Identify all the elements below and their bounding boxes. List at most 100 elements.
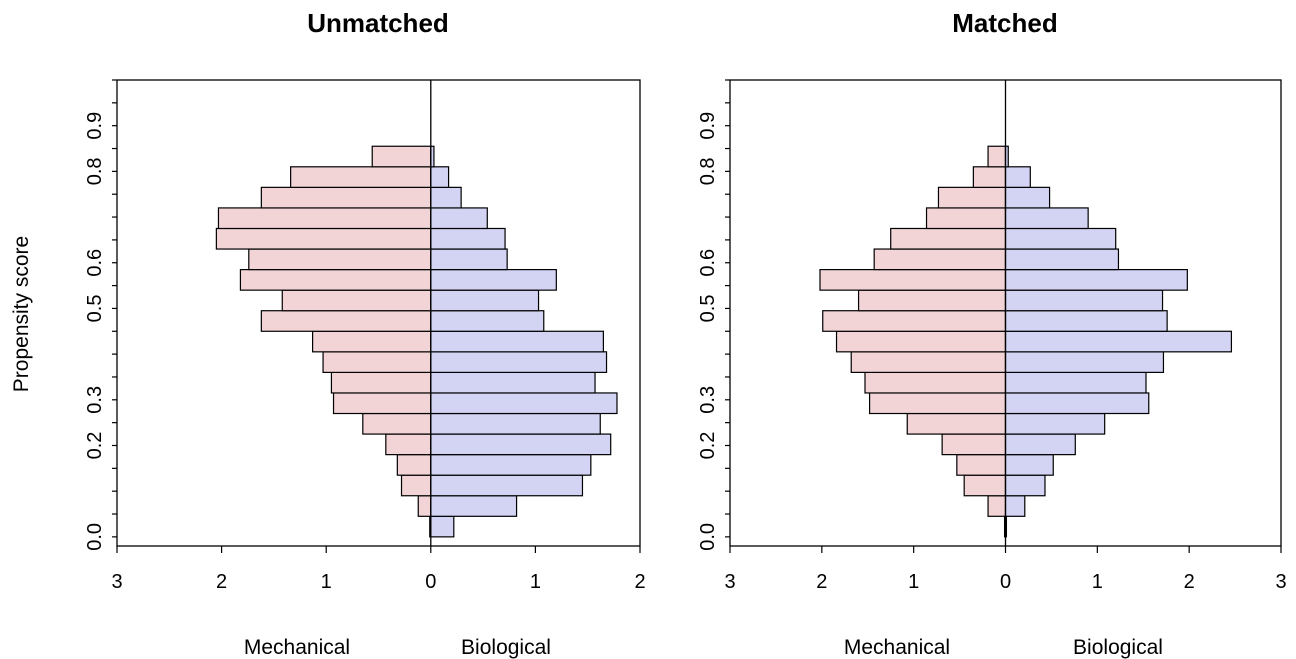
bar-biological (430, 371, 596, 394)
x-tick-label: 2 (1184, 571, 1195, 593)
y-tick-label: 0.0 (84, 523, 106, 551)
y-tick-label: 0.2 (84, 432, 106, 460)
bar-mechanical (281, 289, 432, 312)
bar-mechanical (864, 371, 1007, 394)
bar-biological (430, 454, 592, 476)
y-tick-label: 0.6 (84, 249, 106, 277)
bar-mechanical (987, 495, 1007, 517)
bar-biological (430, 248, 508, 271)
bar-biological (430, 227, 506, 250)
x-tick-label: 2 (634, 571, 645, 593)
bar-mechanical (371, 145, 432, 168)
bar-mechanical (322, 351, 432, 373)
bar-biological (1004, 227, 1117, 250)
y-tick-label: 0.5 (697, 295, 719, 323)
bar-biological (1004, 351, 1165, 373)
bar-biological (1004, 186, 1051, 209)
x-label-biological: Biological (461, 636, 551, 659)
bar-biological (430, 474, 584, 497)
x-label-biological: Biological (1073, 636, 1163, 659)
x-label-mechanical: Mechanical (844, 636, 950, 659)
bar-biological (430, 392, 618, 415)
bar-mechanical (925, 207, 1007, 230)
x-tick-label: 2 (216, 571, 227, 593)
bar-mechanical (312, 330, 432, 353)
bar-mechanical (819, 268, 1007, 291)
x-tick-label: 3 (1275, 571, 1286, 593)
bar-biological (430, 186, 462, 209)
bar-biological (430, 515, 455, 538)
bar-biological (430, 207, 488, 230)
x-label-mechanical: Mechanical (244, 636, 350, 659)
bar-mechanical (330, 371, 432, 394)
bar-biological (1004, 371, 1147, 394)
bar-mechanical (260, 186, 432, 209)
chart-panel-2: Matched 0.0 0.2 0.3 0.5 0.6 0.8 0.9 3 2 1 0 1 2 3 Mecha… (697, 8, 1287, 659)
chart-panel-1: Unmatched 0.0 0.2 0.3 0.5 0.6 0.8 0.9 3 2 1 0 1 2 Mech… (84, 8, 646, 659)
bar-mechanical (857, 289, 1007, 312)
bar-mechanical (362, 412, 432, 435)
bar-mechanical (217, 207, 432, 230)
y-tick-label: 0.0 (697, 523, 719, 551)
bar-biological (430, 351, 608, 373)
bar-mechanical (873, 248, 1007, 271)
bar-biological (430, 289, 540, 312)
bar-mechanical (332, 392, 432, 415)
x-tick-label: 1 (908, 571, 919, 593)
y-tick-label: 0.5 (84, 295, 106, 323)
y-tick-label: 0.9 (697, 112, 719, 140)
plot-frame (116, 79, 641, 547)
x-tick-label: 0 (1000, 571, 1011, 593)
x-tick-label: 1 (321, 571, 332, 593)
bar-biological (430, 166, 450, 188)
bar-mechanical (963, 474, 1007, 497)
bar-mechanical (400, 474, 432, 497)
bar-biological (1004, 392, 1150, 415)
bar-mechanical (835, 330, 1007, 353)
bar-mechanical (239, 268, 432, 291)
bar-mechanical (906, 412, 1007, 435)
bar-mechanical (890, 227, 1007, 250)
x-tick-label: 1 (530, 571, 541, 593)
bar-mechanical (215, 227, 432, 250)
bar-mechanical (822, 310, 1007, 332)
bar-biological (1004, 166, 1031, 188)
bar-mechanical (290, 166, 432, 188)
chart-title: Unmatched (307, 8, 449, 38)
x-tick-label: 2 (816, 571, 827, 593)
bar-biological (1004, 330, 1233, 353)
bar-mechanical (260, 310, 432, 332)
bar-biological (430, 412, 601, 435)
bar-mechanical (941, 433, 1007, 456)
bar-mechanical (850, 351, 1007, 373)
chart-title: Matched (952, 8, 1057, 38)
bar-biological (1004, 289, 1164, 312)
bar-mechanical (396, 454, 432, 476)
bar-mechanical (937, 186, 1007, 209)
x-tick-label: 3 (724, 571, 735, 593)
bar-mechanical (972, 166, 1007, 188)
bar-biological (1004, 268, 1188, 291)
bar-biological (430, 268, 557, 291)
bar-biological (430, 330, 604, 353)
bar-mechanical (868, 392, 1007, 415)
y-tick-label: 0.3 (84, 386, 106, 414)
bar-biological (1004, 495, 1026, 517)
bar-biological (430, 433, 612, 456)
bar-mechanical (248, 248, 432, 271)
bar-biological (1004, 207, 1089, 230)
bar-biological (430, 310, 545, 332)
x-tick-label: 3 (111, 571, 122, 593)
y-tick-label: 0.8 (84, 157, 106, 185)
bar-mechanical (385, 433, 432, 456)
bar-biological (1004, 433, 1076, 456)
x-tick-label: 1 (1092, 571, 1103, 593)
bar-biological (1004, 310, 1168, 332)
bar-biological (1004, 412, 1106, 435)
bar-biological (1004, 474, 1046, 497)
bar-biological (1004, 248, 1120, 271)
x-tick-label: 0 (425, 571, 436, 593)
y-tick-label: 0.9 (84, 112, 106, 140)
y-tick-label: 0.2 (697, 432, 719, 460)
